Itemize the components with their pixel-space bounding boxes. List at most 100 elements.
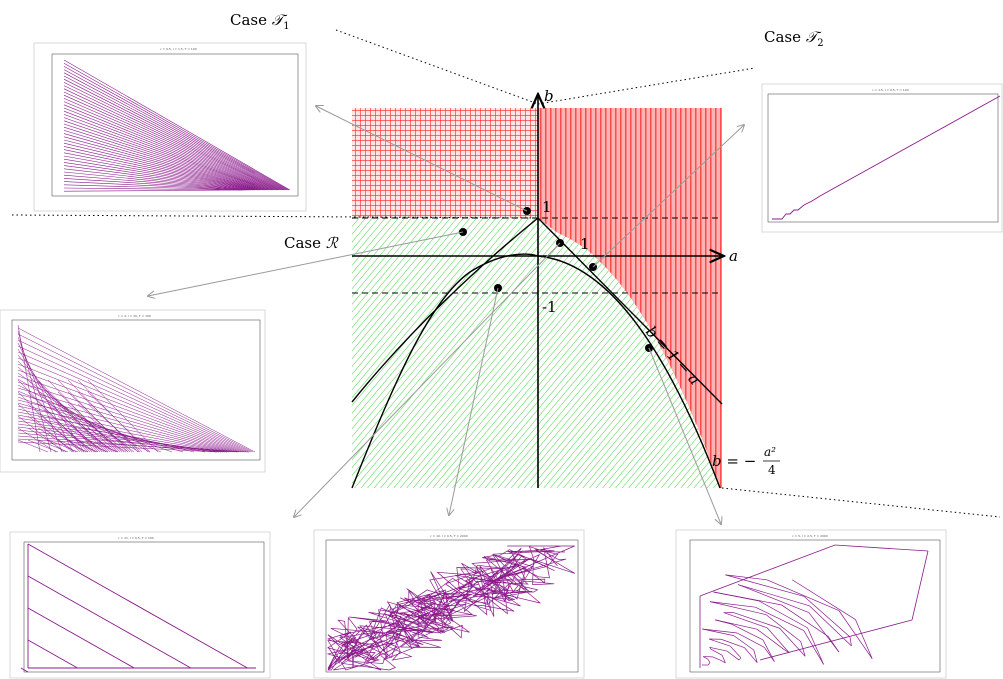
- trajectory-segment: [63, 66, 288, 191]
- tick-label-b-1: 1: [542, 198, 552, 216]
- case-t2-sub: 2: [817, 38, 824, 49]
- trajectory-segment: [87, 415, 135, 453]
- trajectory-segment: [63, 59, 291, 191]
- trajectory-segment: [63, 189, 241, 192]
- case-t1-label: Case 𝒯1: [230, 11, 290, 32]
- trajectory-segment: [87, 439, 119, 453]
- trajectory-segment: [63, 101, 275, 191]
- trajectory-segment: [37, 391, 101, 453]
- trajectory-segment: [63, 171, 249, 191]
- trajectory-segment: [17, 427, 57, 453]
- tick-label-b-minus1: -1: [542, 298, 557, 316]
- trajectory-segment: [63, 130, 264, 191]
- dotted-separator-top-left: [335, 29, 539, 105]
- thumbnail-r4-axes: [689, 539, 941, 673]
- trajectory-segment: [808, 612, 840, 653]
- trajectory-segment: [47, 439, 79, 453]
- trajectory-segment: [63, 126, 265, 191]
- trajectory-segment: [87, 379, 159, 453]
- thumbnail-t2-frame: [761, 83, 1003, 233]
- thumbnail-t2-axes: [767, 93, 999, 223]
- trajectory-segment: [17, 432, 239, 453]
- trajectory-segment: [63, 75, 285, 191]
- trajectory-segment: [809, 605, 852, 647]
- trajectory-segment: [730, 645, 742, 659]
- thumbnail-t2-title: c = 1.5, l = 0.5, T = 100: [872, 88, 909, 92]
- trajectory-segment: [17, 381, 238, 453]
- pointer-arrow-r3: [449, 287, 499, 515]
- trajectory-segment: [762, 639, 775, 662]
- thumbnail-t1-title: c = 0.5, l = 1.5, T = 100: [160, 47, 197, 51]
- trajectory-segment: [63, 178, 246, 191]
- trajectory-segment: [63, 162, 252, 191]
- trajectory-segment: [766, 579, 840, 611]
- trajectory-segment: [87, 391, 151, 453]
- trajectory-segment: [37, 427, 77, 453]
- trajectory-segment: [712, 656, 722, 661]
- trajectory-segment: [63, 133, 263, 191]
- trajectory-segment: [63, 165, 251, 191]
- trajectory-segment: [765, 614, 801, 642]
- trajectory-segment: [756, 628, 786, 651]
- trajectory-segment: [63, 146, 258, 191]
- trajectory-segment: [709, 601, 756, 608]
- trajectory-segment: [791, 579, 856, 620]
- trajectory-segment: [779, 628, 806, 657]
- pointer-arrow-r2: [294, 242, 561, 517]
- trajectory-segment: [63, 136, 262, 191]
- parabola-curve: [351, 253, 721, 489]
- trajectory-segment: [764, 647, 775, 662]
- trajectory-segment: [17, 366, 118, 453]
- trajectory-segment: [37, 439, 69, 453]
- thumbnail-r3-trajectory: [326, 545, 576, 671]
- trajectory-segment: [27, 639, 78, 669]
- trajectory-segment: [87, 427, 127, 453]
- trajectory-segment: [63, 91, 279, 191]
- thumbnail-t1-axes: [51, 53, 299, 197]
- trajectory-segment: [63, 142, 259, 191]
- trajectory-segment: [17, 339, 252, 453]
- parabola-label-den: 4: [768, 463, 776, 477]
- trajectory-segment: [733, 612, 780, 629]
- trajectory-segment: [834, 544, 929, 552]
- trajectory-segment: [709, 638, 731, 647]
- trajectory-segment: [63, 98, 276, 191]
- trajectory-segment: [63, 187, 243, 191]
- pointer-arrow-t2: [592, 125, 744, 268]
- trajectory-segment: [725, 574, 767, 581]
- trajectory-segment: [17, 357, 246, 453]
- thumbnail-r2-trajectories: [20, 543, 256, 673]
- trajectory-segment: [17, 439, 49, 453]
- trajectory-segment: [17, 391, 81, 453]
- trajectory-segment: [702, 628, 734, 636]
- trajectory-segment: [699, 544, 836, 597]
- parabola-label-num: a²: [764, 445, 776, 459]
- thumbnail-r4-trajectories: [699, 544, 929, 668]
- thumbnail-r4-title: c = 5, l = 2.5, T = 2000: [792, 534, 828, 538]
- thumbnail-r2: c = 11, l = 0.5, T = 100: [9, 531, 271, 679]
- trajectory-segment: [725, 574, 804, 597]
- trajectory-segment: [17, 342, 74, 453]
- thumbnail-t2: c = 1.5, l = 0.5, T = 100: [761, 83, 1003, 233]
- trajectory-segment: [20, 667, 29, 673]
- trajectory-segment: [17, 375, 240, 453]
- trajectory-segment: [807, 627, 824, 665]
- parabola-label-lhs: b = −: [712, 452, 756, 470]
- region-r-green: [352, 218, 720, 488]
- pointer-arrow-r1: [148, 231, 464, 296]
- thumbnail-t1: c = 0.5, l = 1.5, T = 100: [33, 42, 307, 212]
- trajectory-segment: [17, 363, 244, 453]
- trajectory-segment: [67, 439, 99, 453]
- trajectory-segment: [63, 72, 286, 191]
- trajectory-segment: [849, 636, 852, 646]
- trajectory-segment: [47, 427, 87, 453]
- trajectory-segment: [708, 662, 711, 666]
- trajectory-segment: [731, 623, 764, 641]
- trajectory-segment: [63, 139, 261, 191]
- trajectory-segment: [753, 649, 758, 663]
- trajectory-segment: [755, 606, 804, 631]
- trajectory-segment: [733, 635, 754, 651]
- trajectory-segment: [17, 372, 129, 453]
- case-t1-prefix: Case: [230, 11, 267, 29]
- trajectory-segment: [745, 587, 809, 613]
